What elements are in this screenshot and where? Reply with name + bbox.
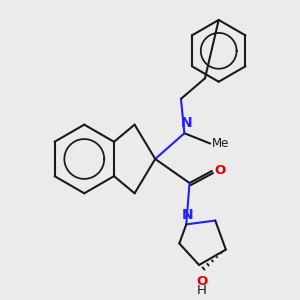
Text: N: N: [180, 116, 192, 130]
Text: O: O: [214, 164, 226, 178]
Text: O: O: [196, 274, 207, 288]
Text: N: N: [182, 208, 194, 222]
Text: H: H: [197, 284, 207, 297]
Text: Me: Me: [212, 137, 229, 150]
